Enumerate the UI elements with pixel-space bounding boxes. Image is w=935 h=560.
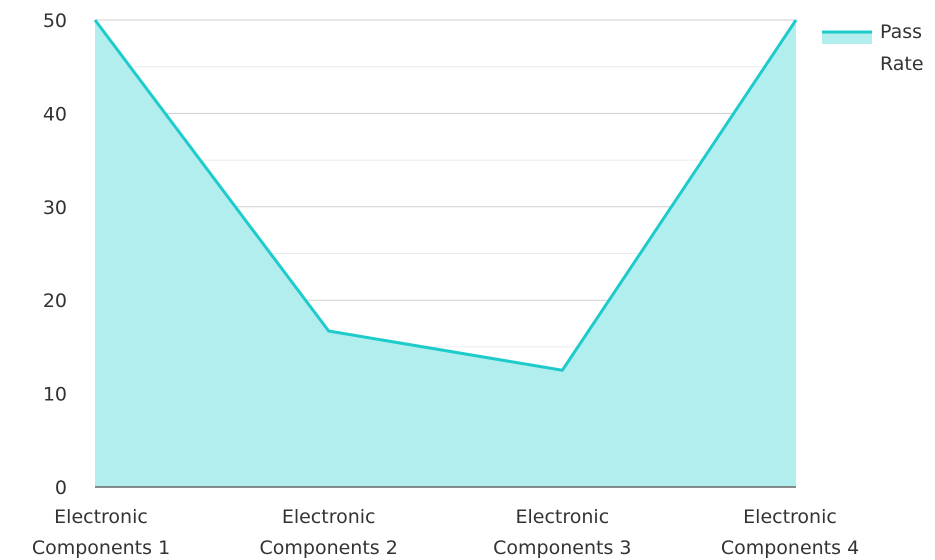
y-tick-label: 0 <box>55 477 67 499</box>
x-tick-label: Electronic <box>743 506 837 528</box>
legend-label-line-1: Pass <box>880 21 922 43</box>
y-tick-label: 40 <box>43 103 67 125</box>
legend-swatch-fill <box>822 32 872 44</box>
x-tick-label: Components 4 <box>721 537 859 559</box>
series-area-fill <box>95 20 796 487</box>
y-axis: 0 10 20 30 40 50 <box>43 10 67 499</box>
y-tick-label: 30 <box>43 197 67 219</box>
x-tick-label: Components 3 <box>493 537 631 559</box>
y-tick-label: 50 <box>43 10 67 32</box>
series-area <box>93 19 798 487</box>
legend[interactable]: Pass Rate <box>822 21 924 75</box>
y-tick-label: 10 <box>43 384 67 406</box>
x-tick-label: Electronic <box>54 506 148 528</box>
x-tick-label: Components 1 <box>32 537 170 559</box>
series-line <box>93 19 798 372</box>
legend-label-line-2: Rate <box>880 53 924 75</box>
x-tick-label: Components 2 <box>259 537 397 559</box>
y-tick-label: 20 <box>43 290 67 312</box>
x-tick-label: Electronic <box>516 506 610 528</box>
x-tick-label: Electronic <box>282 506 376 528</box>
x-axis: Electronic Components 1 Electronic Componen… <box>32 486 859 559</box>
